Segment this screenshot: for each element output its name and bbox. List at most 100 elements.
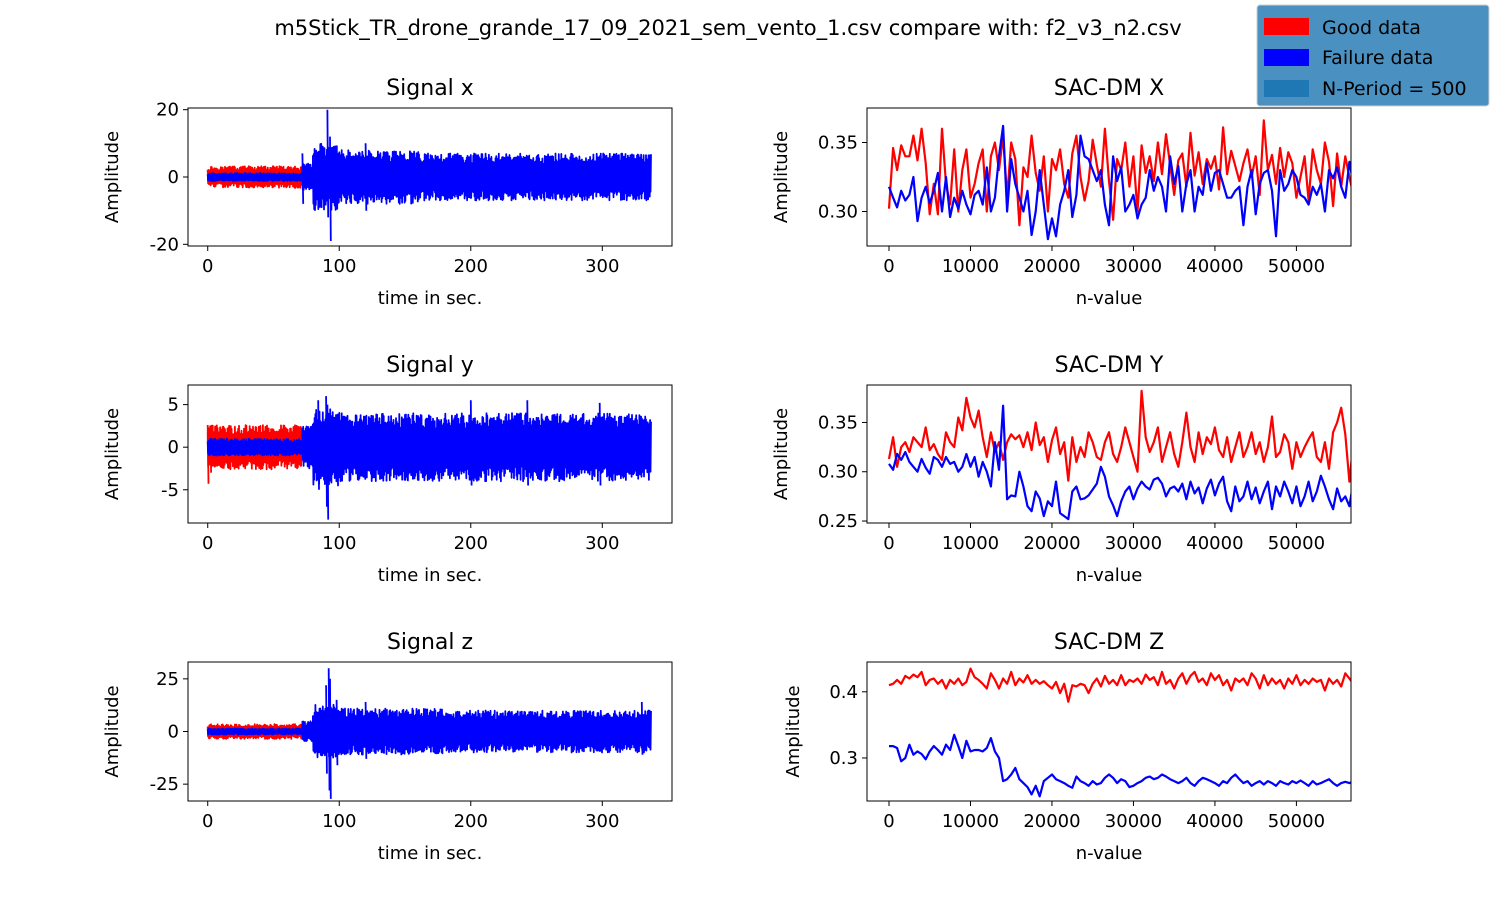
dx-plot-area	[887, 119, 1351, 241]
dx-series-failure	[887, 124, 1351, 241]
sz-plot-area	[206, 668, 652, 799]
dz-ylabel: Amplitude	[783, 685, 804, 777]
dz-title: SAC-DM Z	[1054, 630, 1164, 655]
sy-ytick-label: -5	[161, 480, 179, 501]
sz-xtick-label: 200	[454, 811, 488, 832]
sx-xtick-label: 300	[585, 256, 619, 277]
sx-xtick-label: 100	[322, 256, 356, 277]
dz-xtick-label: 20000	[1023, 811, 1080, 832]
dy-series-good	[887, 389, 1351, 483]
figure-title: m5Stick_TR_drone_grande_17_09_2021_sem_v…	[274, 16, 1181, 41]
sz-ytick-label: 0	[168, 722, 179, 743]
dy-axes: 0 10000 20000 30000 40000 50000 0.25 0.30 0.35 SA…	[771, 353, 1352, 586]
sx-title: Signal x	[386, 76, 474, 101]
legend: Good data Failure data N-Period = 500	[1256, 4, 1490, 107]
dy-title: SAC-DM Y	[1055, 353, 1164, 378]
legend-label-failure: Failure data	[1322, 47, 1433, 69]
dx-xtick-label: 50000	[1268, 256, 1325, 277]
sz-title: Signal z	[387, 630, 473, 655]
sx-xtick-label: 200	[454, 256, 488, 277]
sz-ytick-label: 25	[156, 669, 179, 690]
sz-xtick-label: 100	[322, 811, 356, 832]
sx-ytick-label: -20	[150, 234, 179, 255]
dy-xlabel: n-value	[1076, 565, 1143, 586]
dy-xtick-label: 40000	[1186, 533, 1243, 554]
sz-axes: 0 100 200 300 -25 0 25 Signal z time in sec. Ampl…	[102, 630, 673, 864]
sy-xtick-label: 300	[585, 533, 619, 554]
sx-ytick-label: 20	[156, 100, 179, 121]
dz-xtick-label: 10000	[942, 811, 999, 832]
sz-ytick-label: -25	[150, 774, 179, 795]
sz-xlabel: time in sec.	[378, 843, 483, 864]
dx-xtick-label: 20000	[1023, 256, 1080, 277]
legend-swatch-failure	[1264, 49, 1309, 66]
dx-xlabel: n-value	[1076, 288, 1143, 309]
sy-series-failure	[206, 396, 652, 520]
dz-xtick-label: 30000	[1105, 811, 1162, 832]
dy-ytick-label: 0.25	[818, 511, 858, 532]
dy-ytick-label: 0.35	[818, 412, 858, 433]
dz-frame	[866, 661, 1352, 802]
sx-xlabel: time in sec.	[378, 288, 483, 309]
sy-axes: 0 100 200 300 -5 0 5 Signal y time in sec. Amplit…	[102, 353, 673, 586]
dy-xtick-label: 10000	[942, 533, 999, 554]
legend-label-good: Good data	[1322, 17, 1421, 39]
dy-ylabel: Amplitude	[771, 408, 792, 500]
dz-xtick-label: 0	[883, 811, 894, 832]
dx-title: SAC-DM X	[1054, 76, 1164, 101]
sy-title: Signal y	[386, 353, 474, 378]
sx-plot-area	[206, 109, 652, 242]
dx-xtick-label: 0	[883, 256, 894, 277]
dz-series-failure	[889, 733, 1351, 798]
dz-ytick-label: 0.4	[829, 682, 858, 703]
dy-frame	[866, 384, 1352, 524]
dz-xlabel: n-value	[1076, 843, 1143, 864]
sy-xlabel: time in sec.	[378, 565, 483, 586]
dy-plot-area	[887, 389, 1351, 521]
dy-xtick-label: 0	[883, 533, 894, 554]
dz-xtick-label: 50000	[1268, 811, 1325, 832]
dy-xtick-label: 30000	[1105, 533, 1162, 554]
dx-ytick-label: 0.30	[818, 202, 858, 223]
sx-axes: 0 100 200 300 -20 0 20 Signal x time in sec. Ampl…	[102, 76, 673, 309]
sy-ylabel: Amplitude	[102, 408, 123, 500]
dy-xtick-label: 50000	[1268, 533, 1325, 554]
dz-series-good	[888, 667, 1351, 703]
dx-xtick-label: 40000	[1186, 256, 1243, 277]
dx-ylabel: Amplitude	[771, 131, 792, 223]
sz-ylabel: Amplitude	[102, 685, 123, 777]
legend-swatch-nperiod	[1264, 80, 1309, 97]
dx-frame	[866, 107, 1352, 247]
sx-ylabel: Amplitude	[102, 131, 123, 223]
legend-frame	[1256, 4, 1490, 107]
sz-series-failure	[206, 668, 652, 799]
dx-series-good	[887, 119, 1351, 227]
dz-ytick-label: 0.3	[829, 748, 858, 769]
sx-ytick-label: 0	[168, 167, 179, 188]
legend-label-nperiod: N-Period = 500	[1322, 78, 1467, 100]
sz-xtick-label: 0	[202, 811, 213, 832]
sy-plot-area	[206, 396, 652, 520]
sx-series-failure	[206, 109, 652, 242]
sz-xtick-label: 300	[585, 811, 619, 832]
sy-xtick-label: 0	[202, 533, 213, 554]
dy-xtick-label: 20000	[1023, 533, 1080, 554]
dy-ytick-label: 0.30	[818, 462, 858, 483]
dx-ytick-label: 0.35	[818, 133, 858, 154]
dz-xtick-label: 40000	[1186, 811, 1243, 832]
dy-series-failure	[888, 404, 1351, 521]
sx-xtick-label: 0	[202, 256, 213, 277]
sy-ytick-label: 0	[168, 437, 179, 458]
dx-xtick-label: 10000	[942, 256, 999, 277]
dz-plot-area	[888, 667, 1351, 798]
sy-ytick-label: 5	[168, 395, 179, 416]
dx-xtick-label: 30000	[1105, 256, 1162, 277]
sy-xtick-label: 200	[454, 533, 488, 554]
sy-frame	[187, 384, 673, 524]
dx-axes: 0 10000 20000 30000 40000 50000 0.30 0.35 SAC-DM…	[771, 76, 1352, 309]
axes-root: 0 100 200 300 -20 0 20 Signal x time in sec. Ampl…	[102, 76, 1352, 864]
legend-swatch-good	[1264, 18, 1309, 35]
dz-axes: 0 10000 20000 30000 40000 50000 0.3 0.4 SAC-DM Z…	[783, 630, 1352, 864]
sy-xtick-label: 100	[322, 533, 356, 554]
